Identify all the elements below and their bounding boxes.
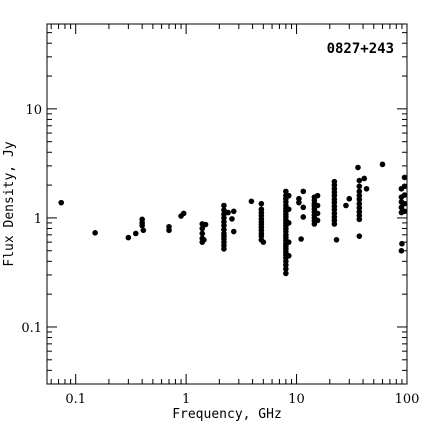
data-point (180, 210, 187, 217)
data-point (343, 202, 349, 209)
data-point (283, 266, 289, 272)
data-point (300, 214, 307, 220)
x-axis-label: Frequency, GHz (172, 407, 282, 422)
data-point (356, 183, 363, 190)
data-point (230, 208, 237, 215)
data-point (258, 200, 265, 207)
data-point (356, 188, 363, 195)
data-point (229, 216, 235, 222)
data-point (285, 252, 292, 259)
data-point (314, 217, 321, 224)
y-tick-label: 1 (34, 212, 42, 227)
data-point (221, 207, 227, 213)
data-point (140, 227, 147, 234)
data-point (298, 236, 304, 242)
data-point (401, 174, 408, 181)
data-point (296, 199, 302, 206)
y-tick-label: 0.1 (21, 321, 42, 336)
data-point (221, 246, 227, 252)
y-tick-label: 10 (25, 103, 42, 118)
data-point (199, 225, 206, 232)
data-point (356, 216, 363, 223)
y-axis-label: Flux Density, Jy (2, 141, 17, 266)
data-point (379, 161, 386, 168)
data-point (314, 210, 321, 217)
data-point (285, 239, 292, 245)
data-point (314, 192, 321, 199)
plot-frame (46, 23, 408, 385)
axis-ticks (47, 23, 408, 385)
data-point (221, 222, 227, 229)
data-point (296, 195, 302, 202)
data-point (201, 237, 207, 243)
x-tick-label: 100 (395, 392, 420, 407)
data-point (311, 221, 318, 227)
data-point (356, 196, 363, 203)
data-point (58, 199, 65, 206)
data-point (199, 230, 206, 237)
data-points (58, 161, 408, 277)
data-point (363, 185, 370, 192)
data-point (221, 215, 227, 221)
data-point (125, 234, 132, 241)
data-point (283, 262, 289, 268)
x-tick-label: 10 (288, 392, 305, 407)
data-point (285, 220, 292, 226)
data-point (356, 200, 363, 207)
data-point (300, 188, 307, 195)
data-point (283, 188, 289, 195)
x-tick-label: 0.1 (65, 392, 86, 407)
data-point (356, 208, 363, 215)
data-point (166, 227, 172, 234)
x-tick-label: 1 (182, 392, 190, 407)
data-point (283, 270, 289, 277)
data-point (346, 195, 353, 202)
data-point (260, 239, 267, 245)
data-point (401, 192, 408, 198)
data-point (221, 202, 227, 209)
axis-tick-labels: 0.1 1 10 100 0.1 1 10 (21, 103, 419, 407)
data-point (331, 221, 338, 227)
data-point (139, 222, 145, 229)
data-point (132, 230, 139, 237)
data-point (356, 233, 363, 239)
data-point (92, 230, 98, 236)
data-point (398, 204, 405, 211)
data-point (202, 221, 209, 228)
data-point (361, 175, 368, 182)
data-point (401, 208, 408, 215)
data-point (314, 202, 321, 209)
data-point (285, 192, 292, 199)
data-point (355, 164, 361, 171)
data-point (333, 237, 340, 243)
data-point (285, 206, 292, 213)
data-point (300, 204, 307, 211)
chart-title: 0827+243 (327, 41, 394, 57)
data-point (230, 228, 237, 235)
data-point (399, 240, 405, 247)
data-point (248, 198, 255, 205)
data-point (401, 200, 408, 207)
data-point (356, 204, 363, 211)
data-point (356, 177, 363, 184)
data-point (401, 183, 408, 190)
data-point (225, 209, 231, 216)
data-point (398, 247, 405, 254)
